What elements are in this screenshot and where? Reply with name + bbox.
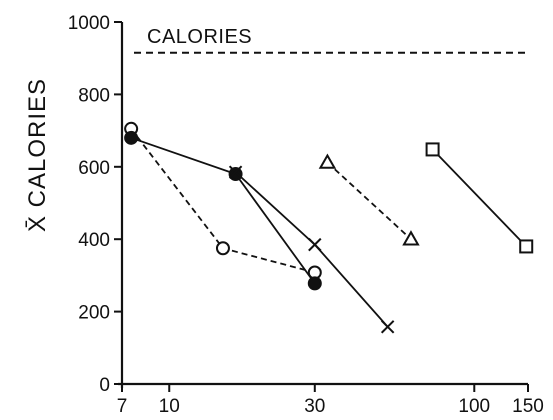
reference-line-label: CALORIES bbox=[147, 26, 252, 48]
data-point-cross bbox=[228, 165, 243, 179]
y-tick-label: 1000 bbox=[68, 13, 110, 34]
data-point-cross bbox=[380, 320, 395, 334]
y-axis-title: X̄ CALORIES bbox=[24, 78, 51, 232]
series-line bbox=[130, 136, 316, 284]
x-tick-label: 7 bbox=[117, 396, 128, 417]
cross-stroke bbox=[308, 237, 322, 252]
x-tick-label: 30 bbox=[304, 396, 325, 417]
x-tick-label: 10 bbox=[159, 396, 180, 417]
series-line bbox=[234, 171, 389, 328]
labels-layer: X̄ CALORIES CALORIES bbox=[24, 26, 252, 232]
data-point-filled-circle bbox=[124, 130, 139, 145]
y-tick-label: 200 bbox=[78, 303, 110, 324]
series-open-square bbox=[425, 142, 534, 254]
data-point-open-circle bbox=[215, 241, 230, 256]
cross-stroke bbox=[228, 165, 243, 179]
data-point-filled-circle bbox=[228, 167, 243, 182]
series-line bbox=[326, 161, 412, 240]
series-filled-circle bbox=[124, 130, 322, 291]
data-point-cross bbox=[308, 237, 322, 252]
axes-layer: 0 200 400 600 800 1000 7 10 30 100 150 bbox=[68, 13, 544, 417]
x-tick-label: 150 bbox=[512, 396, 544, 417]
series-layer bbox=[124, 121, 534, 334]
y-tick-label: 600 bbox=[78, 158, 110, 179]
series-open-triangle bbox=[318, 153, 420, 246]
data-point-open-square bbox=[425, 142, 440, 157]
data-point-open-triangle bbox=[402, 230, 420, 246]
y-tick-label: 400 bbox=[78, 230, 110, 251]
y-tick-label: 800 bbox=[78, 85, 110, 106]
y-tick-label: 0 bbox=[99, 375, 110, 396]
data-point-open-triangle bbox=[318, 153, 337, 169]
series-cross bbox=[228, 165, 395, 334]
cross-stroke bbox=[380, 320, 395, 334]
x-tick-label: 100 bbox=[458, 396, 490, 417]
series-line bbox=[431, 148, 527, 248]
data-point-filled-circle bbox=[307, 276, 322, 291]
data-point-open-square bbox=[519, 239, 534, 254]
